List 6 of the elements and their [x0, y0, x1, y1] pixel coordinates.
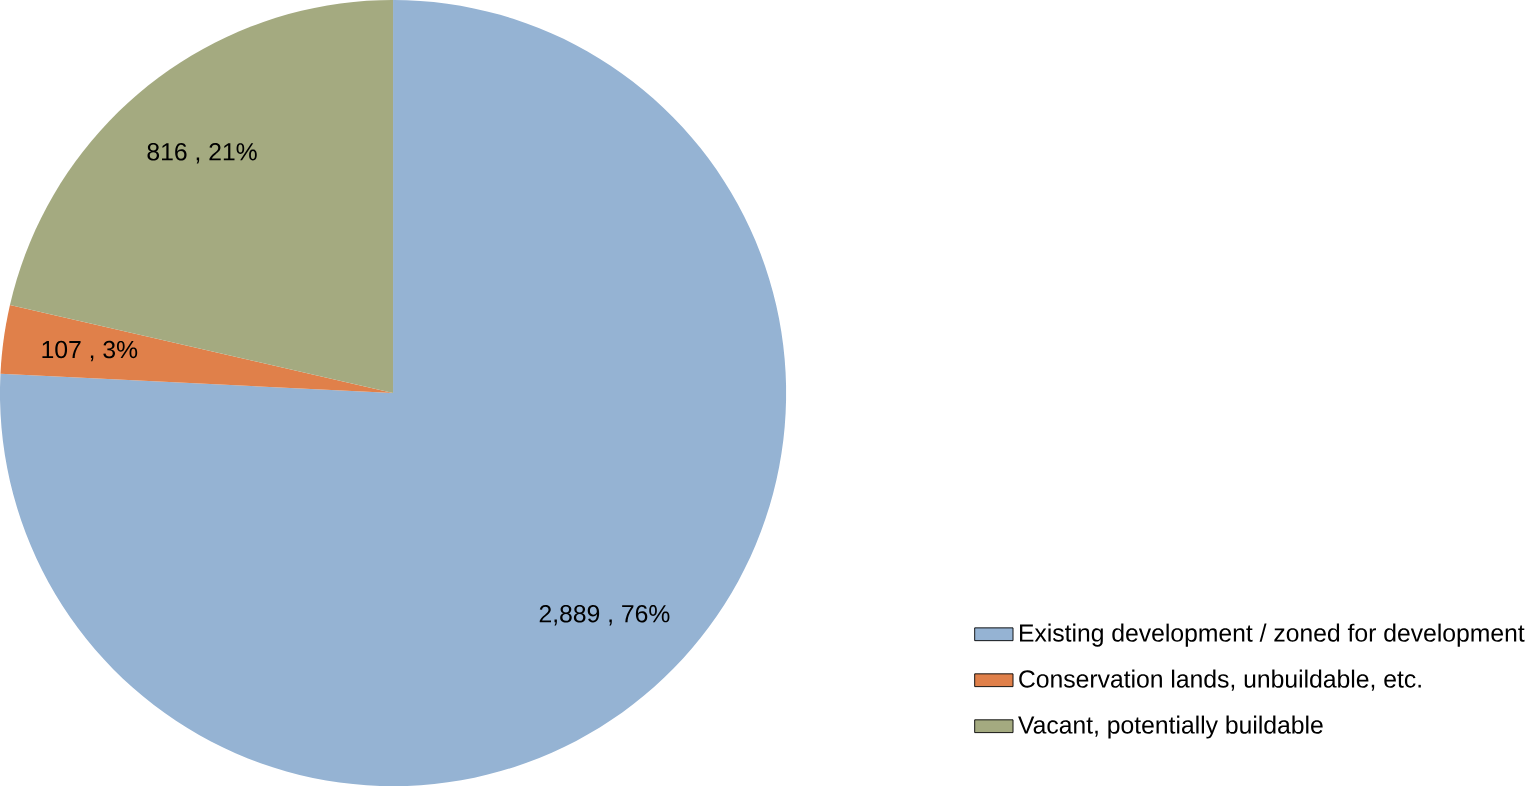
legend-label: Existing development / zoned for development: [1020, 623, 1525, 647]
data-label: 816 , 21%: [147, 142, 257, 164]
data-label: 107 , 3%: [42, 340, 138, 362]
legend-label: Conservation lands, unbuildable, etc.: [1019, 669, 1421, 691]
data-label: 2,889 , 76%: [539, 604, 670, 626]
legend-label: Vacant, potentially buildable: [1018, 715, 1323, 739]
